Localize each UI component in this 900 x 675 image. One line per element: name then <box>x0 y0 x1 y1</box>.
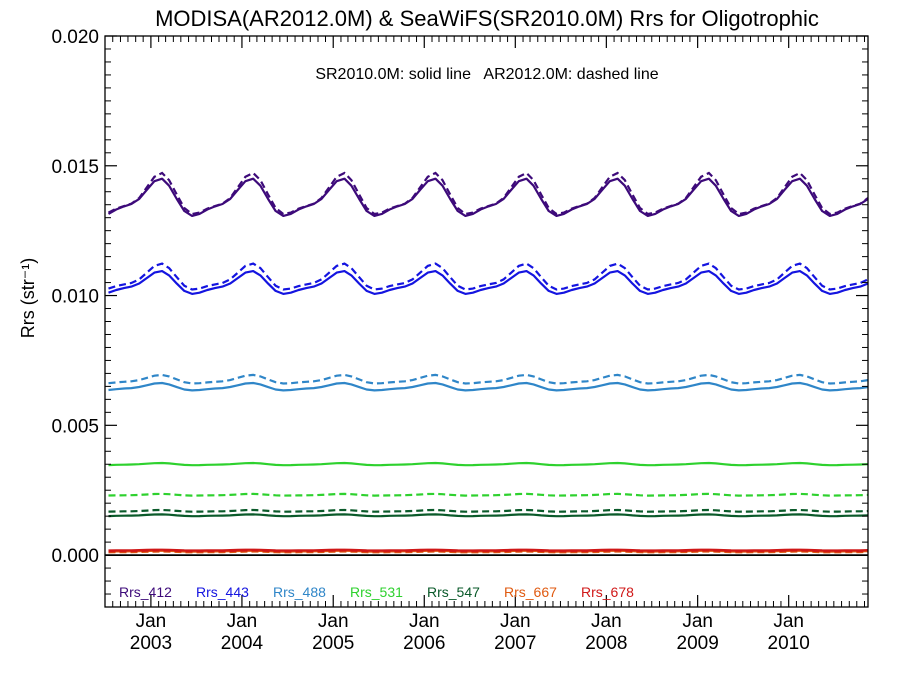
x-tick-label-month: Jan <box>500 611 531 632</box>
series-line-solid <box>108 461 869 467</box>
series-line-solid <box>108 270 869 295</box>
x-tick-label-year: 2007 <box>494 633 536 654</box>
y-tick-label: 0.015 <box>51 157 99 178</box>
x-tick-label-year: 2010 <box>768 633 810 654</box>
y-tick-label: 0.010 <box>51 287 99 308</box>
series-line-solid <box>107 177 869 217</box>
series-line-dashed <box>108 508 869 513</box>
y-axis-label: Rrs (str⁻¹) <box>18 258 38 338</box>
x-tick-label-year: 2003 <box>130 633 172 654</box>
x-tick-label-year: 2008 <box>585 633 627 654</box>
x-tick-label-month: Jan <box>409 611 440 632</box>
y-tick-label: 0.005 <box>51 416 99 437</box>
series-line-dashed <box>108 373 869 385</box>
series-line-dashed <box>108 549 869 553</box>
x-tick-label-month: Jan <box>227 611 258 632</box>
x-tick-label-month: Jan <box>591 611 622 632</box>
x-tick-label-year: 2005 <box>312 633 354 654</box>
series-line-solid <box>108 381 869 392</box>
legend-entry: Rrs_547 <box>427 584 480 600</box>
legend: Rrs_412 Rrs_443 Rrs_488 Rrs_531 Rrs_547 Rrs_6… <box>119 584 634 600</box>
x-tick-label-year: 2004 <box>221 633 264 654</box>
legend-entry: Rrs_667 <box>504 584 557 600</box>
chart-title: MODISA(AR2012.0M) & SeaWiFS(SR2010.0M) R… <box>155 6 819 31</box>
x-tick-label-year: 2006 <box>403 633 445 654</box>
legend-entry: Rrs_488 <box>273 584 326 600</box>
plot-marks <box>105 171 869 556</box>
legend-entry: Rrs_443 <box>196 584 249 600</box>
plot-frame <box>104 35 869 608</box>
x-tick-label-month: Jan <box>318 611 349 632</box>
series-line-solid <box>108 513 869 518</box>
x-tick-label-month: Jan <box>773 611 804 632</box>
y-tick-label: 0.020 <box>51 27 99 48</box>
y-tick-label: 0.000 <box>51 546 99 567</box>
x-tick-label-year: 2009 <box>677 633 719 654</box>
x-tick-label-month: Jan <box>682 611 713 632</box>
series-line-dashed <box>108 492 869 497</box>
legend-entry: Rrs_678 <box>581 584 634 600</box>
y-axis: 0.000 0.005 0.010 0.015 0.020 <box>51 27 868 595</box>
series-line-dashed <box>108 262 869 291</box>
series-line-dashed <box>107 171 869 216</box>
line-style-annotation: SR2010.0M: solid line AR2012.0M: dashed … <box>315 66 658 83</box>
x-axis: Jan2003Jan2004Jan2005Jan2006Jan2007Jan20… <box>104 36 866 654</box>
legend-entry: Rrs_412 <box>119 584 172 600</box>
legend-entry: Rrs_531 <box>350 584 403 600</box>
x-tick-label-month: Jan <box>136 611 167 632</box>
